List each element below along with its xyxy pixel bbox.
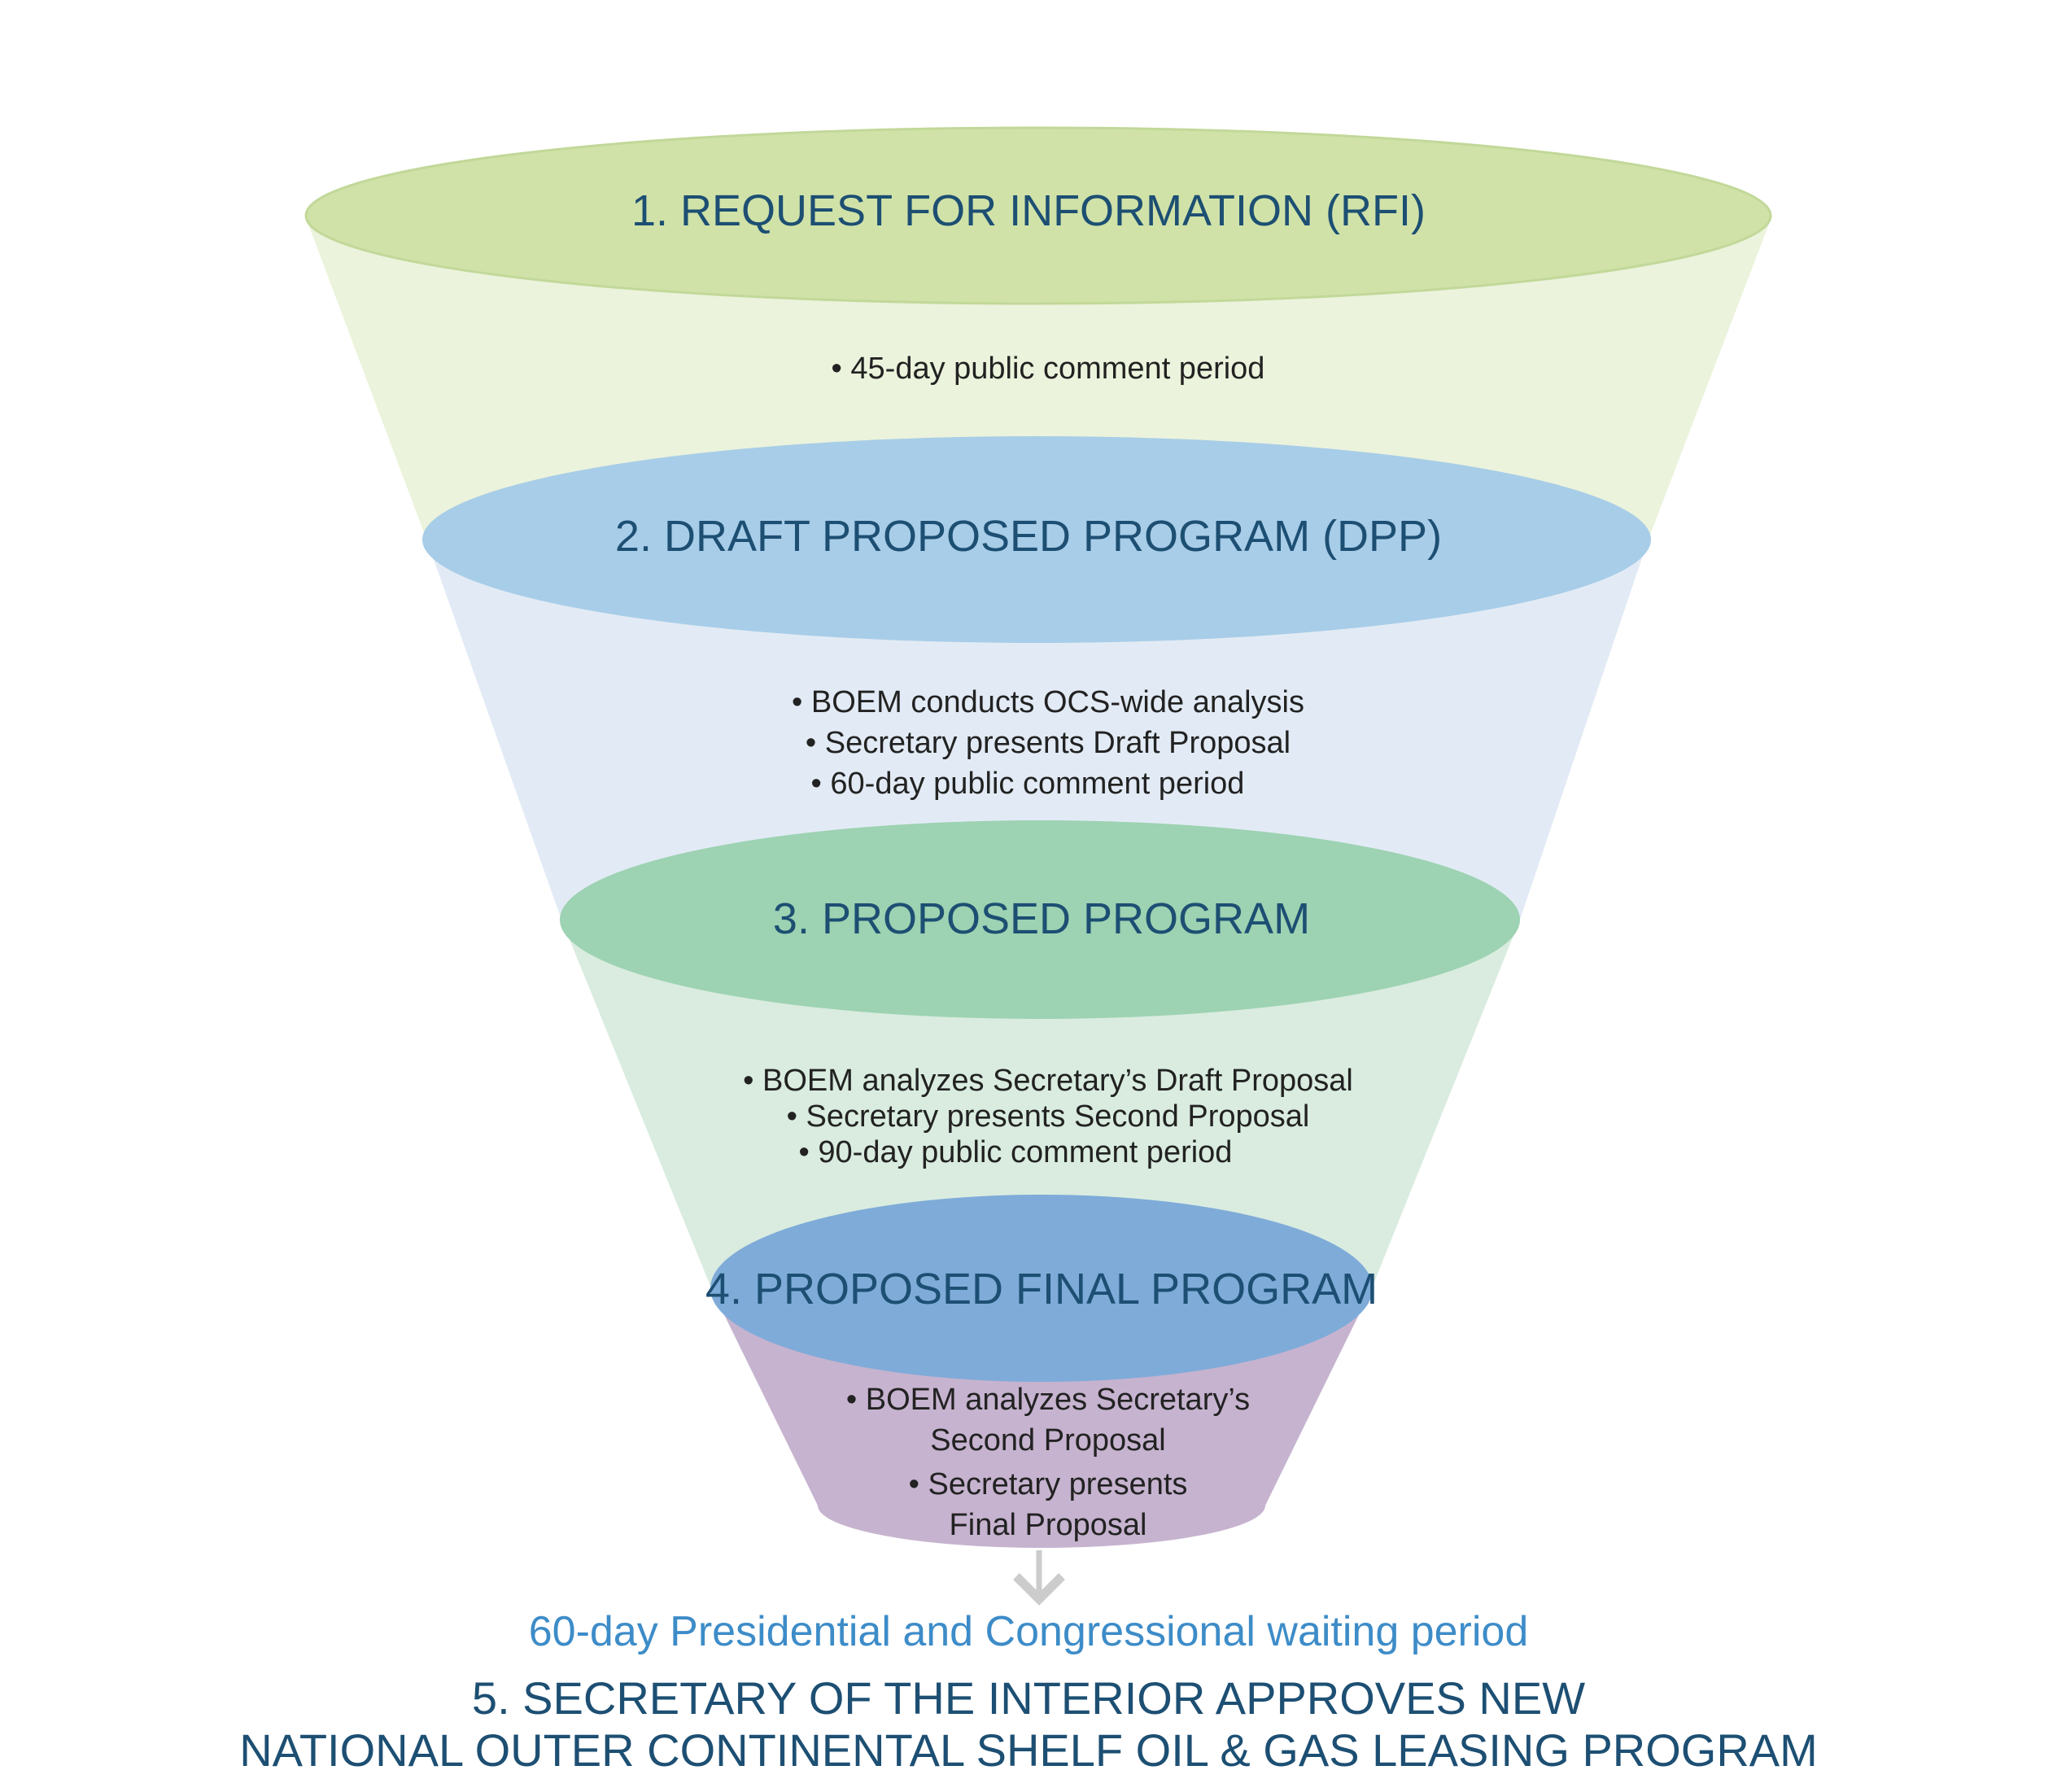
final-step: 5. SECRETARY OF THE INTERIOR APPROVES NE…: [0, 1672, 2057, 1777]
stage-4-bullet-2: • Secretary presents: [908, 1467, 1188, 1501]
stage-2-cap: [422, 436, 1651, 643]
stage-3-bullet-1: • BOEM analyzes Secretary’s Draft Propos…: [743, 1064, 1353, 1098]
stage-3-cap: [560, 820, 1520, 1019]
stage-4-bullets: • BOEM analyzes Secretary’s Second Propo…: [0, 1379, 2057, 1545]
stage-4-bullet-1: • BOEM analyzes Secretary’s: [845, 1383, 1251, 1417]
stage-3-bullet-2: • Secretary presents Second Proposal: [786, 1099, 1310, 1134]
waiting-period-text: 60-day Presidential and Congressional wa…: [528, 1608, 1529, 1655]
final-step-line-1: 5. SECRETARY OF THE INTERIOR APPROVES NE…: [471, 1672, 1586, 1724]
final-step-line-2: NATIONAL OUTER CONTINENTAL SHELF OIL & G…: [239, 1724, 1818, 1776]
stage-2-bullet-1: • BOEM conducts OCS-wide analysis: [792, 685, 1304, 719]
stage-4-title: 4. PROPOSED FINAL PROGRAM: [705, 1265, 1378, 1313]
stage-3-title: 3. PROPOSED PROGRAM: [772, 894, 1311, 943]
stage-4-cap: [710, 1195, 1373, 1382]
stage-2-band: [427, 541, 1648, 920]
stage-2-bullet-3: • 60-day public comment period: [810, 767, 1245, 801]
stage-3-bullet-3: • 90-day public comment period: [798, 1135, 1233, 1169]
stage-2-bullets: • BOEM conducts OCS-wide analysis • Secr…: [0, 682, 2057, 804]
stage-1-bullet-1: • 45-day public comment period: [831, 352, 1265, 386]
stage-1-cap: [304, 126, 1772, 305]
stage-3-band: [561, 920, 1520, 1290]
stage-1-title: 1. REQUEST FOR INFORMATION (RFI): [631, 186, 1426, 235]
stage-2-title: 2. DRAFT PROPOSED PROGRAM (DPP): [614, 512, 1443, 561]
stage-2-bullet-2: • Secretary presents Draft Proposal: [805, 726, 1291, 760]
stage-3-bullets: • BOEM analyzes Secretary’s Draft Propos…: [0, 1063, 2057, 1170]
funnel-bottom: [818, 1463, 1265, 1548]
stage-4-bullet-2-cont: Final Proposal: [949, 1508, 1147, 1542]
stage-4-bullet-1-cont: Second Proposal: [930, 1423, 1166, 1458]
stage-1-bullets: • 45-day public comment period: [0, 348, 2057, 389]
